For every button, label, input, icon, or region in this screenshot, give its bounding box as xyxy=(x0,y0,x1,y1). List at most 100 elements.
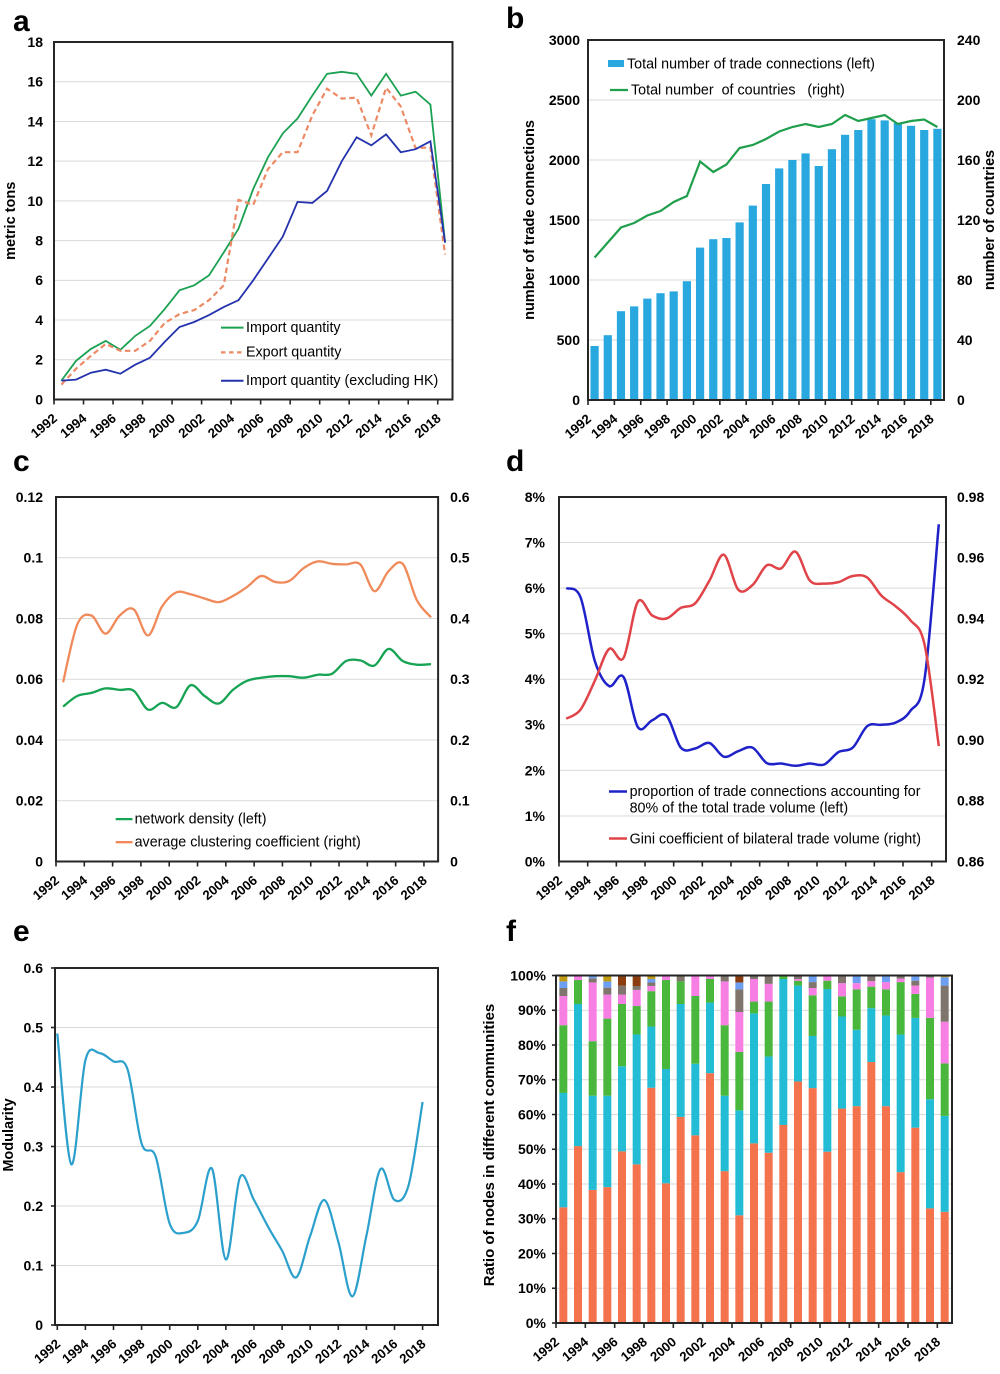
svg-text:1992: 1992 xyxy=(562,411,594,441)
svg-text:1996: 1996 xyxy=(615,411,647,441)
svg-text:0: 0 xyxy=(450,853,458,869)
svg-text:2014: 2014 xyxy=(853,1334,886,1365)
svg-text:2004: 2004 xyxy=(200,1336,233,1367)
svg-text:2008: 2008 xyxy=(762,873,794,903)
svg-text:7%: 7% xyxy=(525,534,546,550)
svg-text:2010: 2010 xyxy=(799,411,831,441)
svg-text:network density (left): network density (left) xyxy=(135,812,267,828)
svg-text:2006: 2006 xyxy=(234,411,266,441)
svg-text:0: 0 xyxy=(35,391,43,407)
svg-text:2000: 2000 xyxy=(144,1336,176,1366)
svg-text:80: 80 xyxy=(957,272,973,288)
svg-text:1994: 1994 xyxy=(588,411,621,442)
svg-text:2016: 2016 xyxy=(368,1336,400,1366)
svg-text:1992: 1992 xyxy=(533,873,565,903)
svg-text:200: 200 xyxy=(957,92,981,108)
svg-text:2002: 2002 xyxy=(676,873,708,903)
svg-text:2002: 2002 xyxy=(175,411,207,441)
svg-text:2006: 2006 xyxy=(746,411,778,441)
svg-text:500: 500 xyxy=(557,332,581,348)
svg-text:1996: 1996 xyxy=(589,1334,621,1364)
svg-text:0.98: 0.98 xyxy=(957,489,984,505)
svg-text:8%: 8% xyxy=(525,489,546,505)
svg-text:b: b xyxy=(506,2,524,35)
svg-text:0.2: 0.2 xyxy=(24,1198,44,1214)
svg-text:2018: 2018 xyxy=(398,873,430,903)
svg-text:2012: 2012 xyxy=(820,873,852,903)
svg-text:2006: 2006 xyxy=(735,1334,767,1364)
svg-text:2004: 2004 xyxy=(720,411,753,442)
svg-text:1996: 1996 xyxy=(86,873,118,903)
svg-text:2000: 2000 xyxy=(143,873,175,903)
svg-text:average clustering coefficient: average clustering coefficient (right) xyxy=(135,835,361,851)
svg-text:1998: 1998 xyxy=(115,1336,147,1366)
svg-text:3%: 3% xyxy=(525,717,546,733)
svg-text:10: 10 xyxy=(27,193,43,209)
svg-text:1998: 1998 xyxy=(115,873,147,903)
svg-text:2004: 2004 xyxy=(706,1334,739,1365)
svg-text:1998: 1998 xyxy=(619,873,651,903)
svg-text:14: 14 xyxy=(27,113,43,129)
svg-text:2008: 2008 xyxy=(256,1336,288,1366)
svg-text:Export quantity: Export quantity xyxy=(246,345,342,361)
svg-text:1992: 1992 xyxy=(30,873,62,903)
svg-text:Total number of trade connecti: Total number of trade connections (left) xyxy=(627,56,875,72)
svg-text:2008: 2008 xyxy=(264,411,296,441)
svg-text:2012: 2012 xyxy=(826,411,858,441)
svg-text:1996: 1996 xyxy=(590,873,622,903)
svg-text:1994: 1994 xyxy=(57,410,90,441)
svg-text:1994: 1994 xyxy=(59,1336,92,1367)
svg-text:1994: 1994 xyxy=(58,872,91,903)
svg-text:40%: 40% xyxy=(518,1176,547,1192)
svg-text:0.04: 0.04 xyxy=(16,732,43,748)
svg-text:0%: 0% xyxy=(526,1315,547,1331)
svg-text:2002: 2002 xyxy=(694,411,726,441)
svg-text:8: 8 xyxy=(35,233,43,249)
svg-text:2006: 2006 xyxy=(734,873,766,903)
svg-text:2002: 2002 xyxy=(171,873,203,903)
svg-text:2006: 2006 xyxy=(228,1336,260,1366)
svg-text:metric tons: metric tons xyxy=(3,182,19,260)
svg-text:4: 4 xyxy=(35,312,43,328)
svg-text:2012: 2012 xyxy=(823,1334,855,1364)
svg-text:0.5: 0.5 xyxy=(24,1019,44,1035)
svg-text:0.3: 0.3 xyxy=(24,1138,44,1154)
svg-text:1996: 1996 xyxy=(87,411,119,441)
svg-text:0.12: 0.12 xyxy=(16,489,43,505)
svg-text:2012: 2012 xyxy=(312,1336,344,1366)
svg-text:10%: 10% xyxy=(518,1280,547,1296)
svg-text:Import quantity: Import quantity xyxy=(246,320,341,336)
svg-text:number of countries: number of countries xyxy=(982,150,998,290)
svg-text:2014: 2014 xyxy=(848,872,881,903)
svg-text:1998: 1998 xyxy=(116,411,148,441)
svg-text:2010: 2010 xyxy=(294,411,326,441)
svg-text:0.90: 0.90 xyxy=(957,732,984,748)
svg-text:2000: 2000 xyxy=(667,411,699,441)
svg-text:a: a xyxy=(13,5,30,38)
svg-text:0.02: 0.02 xyxy=(16,793,43,809)
svg-text:3000: 3000 xyxy=(549,32,580,48)
svg-text:2000: 2000 xyxy=(648,873,680,903)
svg-text:2006: 2006 xyxy=(228,873,260,903)
svg-text:2018: 2018 xyxy=(906,873,938,903)
svg-text:2008: 2008 xyxy=(256,873,288,903)
svg-text:4%: 4% xyxy=(525,671,546,687)
svg-text:120: 120 xyxy=(957,212,981,228)
svg-text:2018: 2018 xyxy=(905,411,937,441)
svg-text:c: c xyxy=(13,445,30,478)
svg-text:1998: 1998 xyxy=(618,1334,650,1364)
svg-text:2010: 2010 xyxy=(791,873,823,903)
svg-text:2002: 2002 xyxy=(172,1336,204,1366)
svg-text:160: 160 xyxy=(957,152,981,168)
svg-text:80%: 80% xyxy=(518,1037,547,1053)
svg-text:20%: 20% xyxy=(518,1245,547,1261)
svg-text:2012: 2012 xyxy=(313,873,345,903)
svg-text:2010: 2010 xyxy=(794,1334,826,1364)
svg-text:1996: 1996 xyxy=(87,1336,119,1366)
svg-text:Total number of countries (: Total number of countries (right) xyxy=(631,83,845,99)
svg-text:2016: 2016 xyxy=(877,873,909,903)
svg-text:1994: 1994 xyxy=(562,872,595,903)
svg-text:2004: 2004 xyxy=(200,872,233,903)
svg-text:40: 40 xyxy=(957,332,973,348)
svg-text:50%: 50% xyxy=(518,1141,547,1157)
